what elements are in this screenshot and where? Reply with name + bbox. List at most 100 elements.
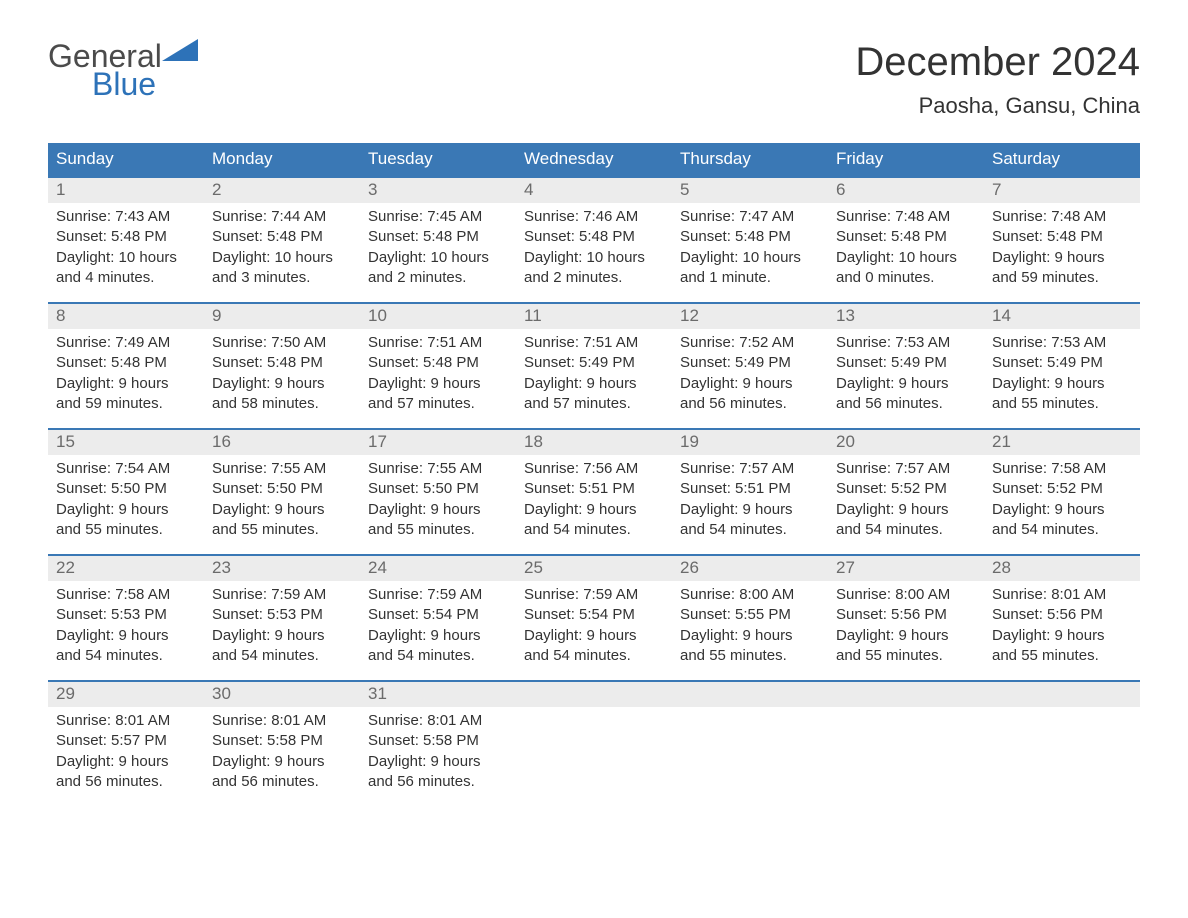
daylight-label: Daylight: <box>56 375 114 392</box>
day-sunset-line: Sunset: 5:54 PM <box>524 605 664 625</box>
daylight-label: Daylight: <box>836 375 894 392</box>
day-cell: 20Sunrise: 7:57 AMSunset: 5:52 PMDayligh… <box>828 430 984 554</box>
sunrise-value: 7:52 AM <box>735 334 794 351</box>
daylight-label: Daylight: <box>680 501 738 518</box>
day-sunset-line: Sunset: 5:48 PM <box>680 227 820 247</box>
day-number: 14 <box>984 304 1140 329</box>
day-sunset-line: Sunset: 5:50 PM <box>368 479 508 499</box>
sunset-value: 5:49 PM <box>1043 354 1103 371</box>
day-cell: 14Sunrise: 7:53 AMSunset: 5:49 PMDayligh… <box>984 304 1140 428</box>
day-sunrise-line: Sunrise: 7:59 AM <box>212 585 352 605</box>
day-body: Sunrise: 7:47 AMSunset: 5:48 PMDaylight:… <box>672 203 828 292</box>
day-number: 31 <box>360 682 516 707</box>
daylight-label: Daylight: <box>992 375 1050 392</box>
day-number: 9 <box>204 304 360 329</box>
day-sunrise-line: Sunrise: 7:56 AM <box>524 459 664 479</box>
sunrise-label: Sunrise: <box>836 586 891 603</box>
sunrise-value: 8:00 AM <box>891 586 950 603</box>
day-sunset-line: Sunset: 5:51 PM <box>680 479 820 499</box>
sunset-value: 5:48 PM <box>419 228 479 245</box>
day-sunset-line: Sunset: 5:48 PM <box>368 227 508 247</box>
day-number: 11 <box>516 304 672 329</box>
day-number: 3 <box>360 178 516 203</box>
day-daylight-line: Daylight: 9 hours and 56 minutes. <box>368 752 508 793</box>
sunset-label: Sunset: <box>56 480 107 497</box>
day-number: 10 <box>360 304 516 329</box>
day-cell: 28Sunrise: 8:01 AMSunset: 5:56 PMDayligh… <box>984 556 1140 680</box>
day-sunrise-line: Sunrise: 7:43 AM <box>56 207 196 227</box>
daylight-label: Daylight: <box>524 627 582 644</box>
sunset-label: Sunset: <box>836 606 887 623</box>
weekday-header-row: SundayMondayTuesdayWednesdayThursdayFrid… <box>48 143 1140 176</box>
day-daylight-line: Daylight: 9 hours and 54 minutes. <box>524 500 664 541</box>
sunrise-value: 7:54 AM <box>111 460 170 477</box>
sunset-value: 5:57 PM <box>107 732 167 749</box>
location-subtitle: Paosha, Gansu, China <box>855 93 1140 119</box>
sunrise-value: 7:59 AM <box>423 586 482 603</box>
sunrise-value: 7:58 AM <box>111 586 170 603</box>
day-sunset-line: Sunset: 5:48 PM <box>368 353 508 373</box>
day-body <box>672 707 828 715</box>
day-number: 20 <box>828 430 984 455</box>
sunrise-value: 8:00 AM <box>735 586 794 603</box>
sunrise-value: 7:49 AM <box>111 334 170 351</box>
day-daylight-line: Daylight: 9 hours and 58 minutes. <box>212 374 352 415</box>
day-body: Sunrise: 8:01 AMSunset: 5:58 PMDaylight:… <box>360 707 516 796</box>
day-body: Sunrise: 7:45 AMSunset: 5:48 PMDaylight:… <box>360 203 516 292</box>
daylight-label: Daylight: <box>680 375 738 392</box>
day-number <box>516 682 672 707</box>
day-cell: 2Sunrise: 7:44 AMSunset: 5:48 PMDaylight… <box>204 178 360 302</box>
week-row: 29Sunrise: 8:01 AMSunset: 5:57 PMDayligh… <box>48 680 1140 806</box>
day-body: Sunrise: 7:55 AMSunset: 5:50 PMDaylight:… <box>204 455 360 544</box>
day-daylight-line: Daylight: 9 hours and 55 minutes. <box>992 374 1132 415</box>
day-daylight-line: Daylight: 9 hours and 54 minutes. <box>992 500 1132 541</box>
weekday-header: Saturday <box>984 143 1140 175</box>
sunrise-value: 7:46 AM <box>579 208 638 225</box>
day-body: Sunrise: 7:52 AMSunset: 5:49 PMDaylight:… <box>672 329 828 418</box>
sunrise-label: Sunrise: <box>212 334 267 351</box>
day-sunrise-line: Sunrise: 7:55 AM <box>368 459 508 479</box>
day-daylight-line: Daylight: 10 hours and 1 minute. <box>680 248 820 289</box>
daylight-label: Daylight: <box>56 501 114 518</box>
day-daylight-line: Daylight: 9 hours and 56 minutes. <box>56 752 196 793</box>
day-cell: 16Sunrise: 7:55 AMSunset: 5:50 PMDayligh… <box>204 430 360 554</box>
day-cell: 31Sunrise: 8:01 AMSunset: 5:58 PMDayligh… <box>360 682 516 806</box>
day-number: 4 <box>516 178 672 203</box>
day-number: 19 <box>672 430 828 455</box>
day-daylight-line: Daylight: 9 hours and 54 minutes. <box>56 626 196 667</box>
sunset-value: 5:52 PM <box>1043 480 1103 497</box>
daylight-label: Daylight: <box>368 375 426 392</box>
sunset-label: Sunset: <box>368 228 419 245</box>
day-daylight-line: Daylight: 9 hours and 54 minutes. <box>836 500 976 541</box>
daylight-label: Daylight: <box>212 627 270 644</box>
day-daylight-line: Daylight: 9 hours and 56 minutes. <box>212 752 352 793</box>
day-body: Sunrise: 7:59 AMSunset: 5:54 PMDaylight:… <box>360 581 516 670</box>
daylight-label: Daylight: <box>368 249 426 266</box>
day-cell: 30Sunrise: 8:01 AMSunset: 5:58 PMDayligh… <box>204 682 360 806</box>
sunset-value: 5:50 PM <box>107 480 167 497</box>
day-cell: 11Sunrise: 7:51 AMSunset: 5:49 PMDayligh… <box>516 304 672 428</box>
day-daylight-line: Daylight: 9 hours and 54 minutes. <box>524 626 664 667</box>
sunset-label: Sunset: <box>992 228 1043 245</box>
day-number: 21 <box>984 430 1140 455</box>
sunset-value: 5:49 PM <box>887 354 947 371</box>
sunset-value: 5:51 PM <box>575 480 635 497</box>
daylight-label: Daylight: <box>56 753 114 770</box>
day-number <box>828 682 984 707</box>
sunset-label: Sunset: <box>212 732 263 749</box>
day-sunset-line: Sunset: 5:58 PM <box>368 731 508 751</box>
sunset-value: 5:48 PM <box>263 228 323 245</box>
day-number: 28 <box>984 556 1140 581</box>
day-sunrise-line: Sunrise: 7:50 AM <box>212 333 352 353</box>
daylight-label: Daylight: <box>836 249 894 266</box>
sunrise-label: Sunrise: <box>56 334 111 351</box>
day-cell <box>672 682 828 806</box>
day-number <box>672 682 828 707</box>
day-cell: 12Sunrise: 7:52 AMSunset: 5:49 PMDayligh… <box>672 304 828 428</box>
sunset-value: 5:55 PM <box>731 606 791 623</box>
day-number: 8 <box>48 304 204 329</box>
sunrise-value: 7:57 AM <box>735 460 794 477</box>
day-sunset-line: Sunset: 5:49 PM <box>680 353 820 373</box>
sunset-label: Sunset: <box>992 606 1043 623</box>
day-daylight-line: Daylight: 9 hours and 55 minutes. <box>368 500 508 541</box>
